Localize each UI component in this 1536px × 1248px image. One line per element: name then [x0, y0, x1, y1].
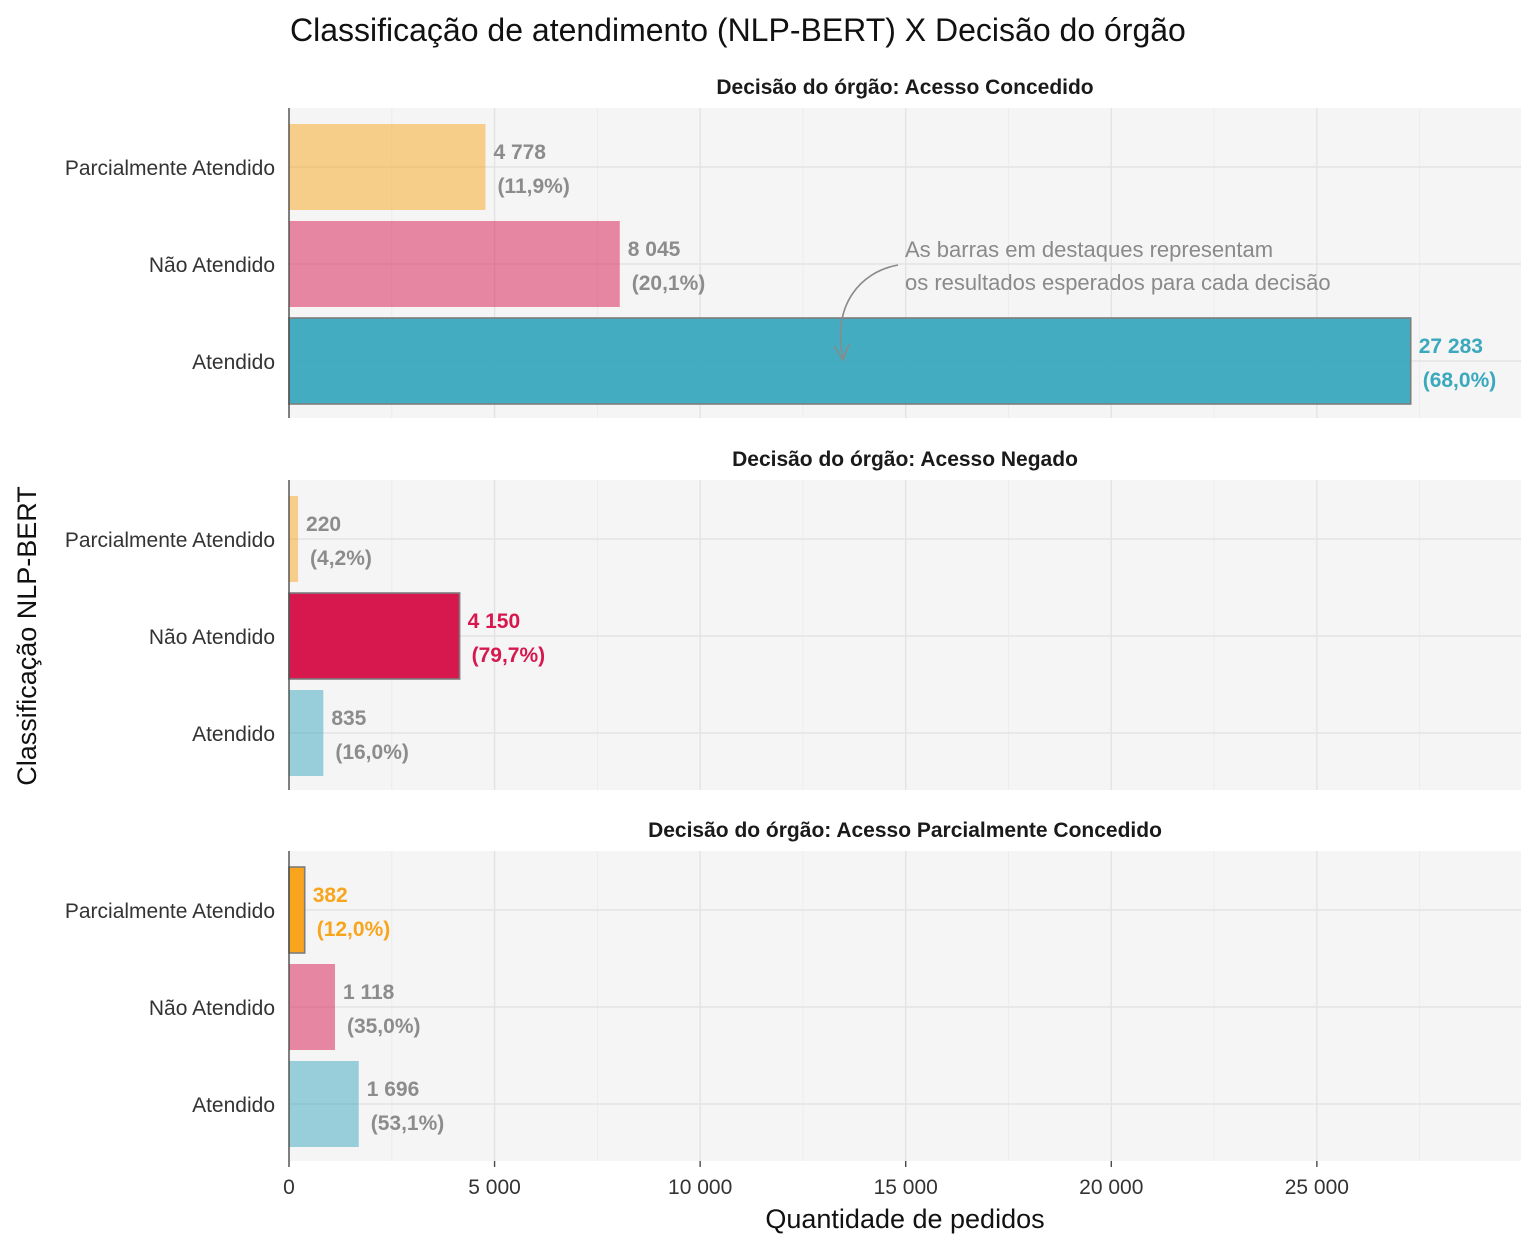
x-tick-label: 0 — [283, 1176, 295, 1199]
panel-3: Decisão do órgão: Acesso Parcialmente Co… — [65, 819, 1521, 1161]
category-label: Parcialmente Atendido — [65, 157, 275, 180]
value-label: 835 — [331, 707, 366, 730]
bar-atendido — [289, 1061, 359, 1147]
percent-label: (16,0%) — [335, 741, 409, 764]
annotation: As barras em destaques representam os re… — [833, 237, 1331, 362]
bar-parcialmente-atendido — [289, 496, 299, 582]
minor-gridlines — [391, 851, 1421, 1161]
x-tick-label: 25 000 — [1285, 1176, 1349, 1199]
value-label: 4 778 — [493, 141, 546, 164]
x-axis-ticks: 0 5 000 10 000 15 000 20 000 25 000 — [283, 1161, 1349, 1199]
value-label: 4 150 — [468, 610, 521, 633]
x-axis-title: Quantidade de pedidos — [765, 1204, 1044, 1234]
category-label: Atendido — [192, 723, 275, 746]
value-label: 1 118 — [343, 981, 395, 1004]
value-label: 1 696 — [367, 1078, 420, 1101]
value-label: 8 045 — [628, 238, 681, 261]
value-label: 27 283 — [1419, 335, 1483, 358]
panel-2: Decisão do órgão: Acesso Negado Parcialme… — [65, 448, 1521, 790]
x-tick-label: 20 000 — [1079, 1176, 1143, 1199]
bar-n-o-atendido — [289, 964, 335, 1050]
bar-atendido — [289, 690, 324, 776]
major-gridlines — [289, 851, 1521, 1161]
bar-n-o-atendido — [289, 221, 620, 307]
category-label: Atendido — [192, 351, 275, 374]
category-label: Atendido — [192, 1094, 275, 1117]
annotation-text-line2: os resultados esperados para cada decisã… — [905, 270, 1331, 295]
chart-title: Classificação de atendimento (NLP-BERT) … — [290, 12, 1186, 48]
percent-label: (68,0%) — [1423, 369, 1497, 392]
annotation-arrow — [839, 264, 899, 359]
chart-panels: Decisão do órgão: Acesso Concedido Parcia… — [65, 76, 1521, 1161]
value-label: 220 — [306, 513, 341, 536]
category-label: Parcialmente Atendido — [65, 900, 275, 923]
facet-title: Decisão do órgão: Acesso Negado — [732, 448, 1078, 471]
facet-title: Decisão do órgão: Acesso Parcialmente Co… — [648, 819, 1162, 842]
annotation-arrowhead — [833, 343, 850, 362]
x-tick-label: 15 000 — [874, 1176, 938, 1199]
y-axis-title: Classificação NLP-BERT — [12, 486, 42, 786]
percent-label: (11,9%) — [497, 175, 569, 198]
percent-label: (4,2%) — [310, 547, 372, 570]
panel-background — [289, 851, 1521, 1161]
percent-label: (35,0%) — [347, 1015, 421, 1038]
panel-background — [289, 480, 1521, 790]
percent-label: (20,1%) — [632, 272, 706, 295]
annotation-text-line1: As barras em destaques representam — [905, 237, 1273, 262]
category-label: Não Atendido — [149, 626, 275, 649]
bar-atendido — [288, 317, 1412, 405]
major-gridlines — [289, 480, 1521, 790]
percent-label: (79,7%) — [472, 644, 546, 667]
category-label: Não Atendido — [149, 997, 275, 1020]
percent-label: (12,0%) — [317, 918, 391, 941]
x-tick-label: 5 000 — [468, 1176, 521, 1199]
facet-title: Decisão do órgão: Acesso Concedido — [716, 76, 1093, 99]
category-label: Não Atendido — [149, 254, 275, 277]
percent-label: (53,1%) — [371, 1112, 445, 1135]
value-label: 382 — [313, 884, 348, 907]
category-label: Parcialmente Atendido — [65, 529, 275, 552]
panel-1: Decisão do órgão: Acesso Concedido Parcia… — [65, 76, 1521, 418]
bar-parcialmente-atendido — [288, 866, 306, 954]
bar-parcialmente-atendido — [289, 124, 486, 210]
bar-n-o-atendido — [288, 592, 461, 680]
minor-gridlines — [391, 480, 1421, 790]
x-tick-label: 10 000 — [668, 1176, 732, 1199]
